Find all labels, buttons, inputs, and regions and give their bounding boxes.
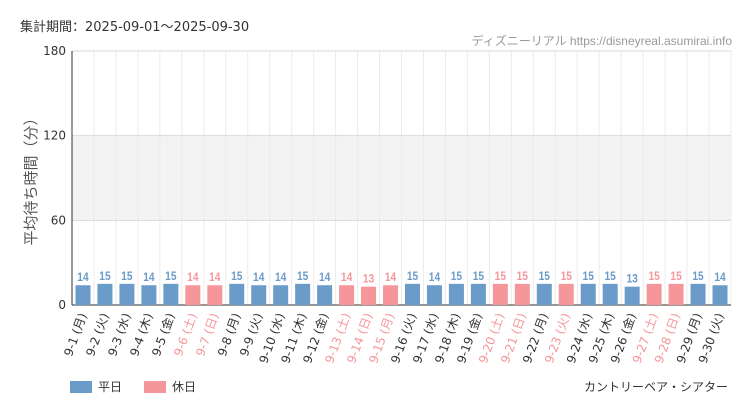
bar-value-label: 14: [429, 272, 441, 285]
bar-value-label: 15: [648, 270, 659, 283]
y-tick-label: 60: [51, 213, 66, 227]
bar-value-label: 15: [692, 270, 703, 283]
bar-value-label: 14: [77, 272, 89, 285]
bar-value-label: 15: [165, 270, 176, 283]
bar-value-label: 14: [319, 272, 331, 285]
bar: [339, 285, 355, 305]
bar: [514, 283, 530, 305]
bar: [646, 283, 662, 305]
attraction-name: カントリーベア・シアター: [583, 380, 728, 394]
bar: [383, 285, 399, 305]
bar-value-label: 13: [363, 273, 374, 286]
bar-value-label: 15: [670, 270, 681, 283]
bar-value-label: 15: [297, 270, 308, 283]
bar: [229, 283, 245, 305]
bar: [75, 285, 91, 305]
bar-value-label: 14: [714, 272, 726, 285]
legend: 平日 休日: [70, 378, 218, 395]
bar: [295, 283, 311, 305]
bar-value-label: 15: [583, 270, 594, 283]
bar-value-label: 15: [99, 270, 110, 283]
bar-value-label: 14: [209, 272, 221, 285]
bar: [426, 285, 442, 305]
bar: [536, 283, 552, 305]
period-label: 集計期間：2025-09-01～2025-09-30: [20, 20, 250, 35]
bar: [97, 283, 113, 305]
bar: [251, 285, 267, 305]
bar-value-label: 14: [385, 272, 397, 285]
bar-value-label: 15: [231, 270, 242, 283]
bar-value-label: 15: [495, 270, 506, 283]
bar: [448, 283, 464, 305]
bar-value-label: 15: [407, 270, 418, 283]
legend-swatch-weekday: [70, 380, 92, 393]
bar-value-label: 14: [143, 272, 155, 285]
legend-swatch-holiday: [144, 380, 167, 393]
bar-value-label: 15: [605, 270, 616, 283]
bar-value-label: 14: [341, 272, 353, 285]
y-axis-label: 平均待ち時間（分）: [22, 110, 40, 245]
bar: [207, 285, 223, 305]
bar: [690, 283, 706, 305]
bar: [273, 285, 289, 305]
bar-value-label: 15: [121, 270, 132, 283]
bar: [580, 283, 596, 305]
y-tick-label: 120: [43, 129, 66, 143]
legend-label-weekday: 平日: [98, 380, 123, 394]
bar-value-label: 15: [451, 270, 462, 283]
bar: [163, 283, 179, 305]
bar: [119, 283, 135, 305]
bar: [602, 283, 618, 305]
source-label: ディズニーリアル https://disneyreal.asumirai.inf…: [471, 34, 732, 48]
bar-value-label: 13: [626, 273, 637, 286]
bar: [558, 283, 574, 305]
y-tick-label: 0: [58, 298, 66, 312]
legend-item-weekday: 平日: [70, 378, 122, 395]
bar: [361, 286, 377, 305]
bar: [624, 286, 640, 305]
bar-value-label: 14: [187, 272, 199, 285]
bar-value-label: 14: [253, 272, 265, 285]
bar-value-label: 15: [473, 270, 484, 283]
bar: [712, 285, 728, 305]
bar: [141, 285, 157, 305]
bar: [492, 283, 508, 305]
bar-value-label: 15: [561, 270, 572, 283]
legend-item-holiday: 休日: [144, 378, 196, 395]
bar: [185, 285, 201, 305]
bar-value-label: 14: [275, 272, 287, 285]
bar-value-label: 15: [517, 270, 528, 283]
legend-label-holiday: 休日: [172, 380, 197, 394]
bar: [470, 283, 486, 305]
bar-value-label: 15: [539, 270, 550, 283]
bar: [317, 285, 333, 305]
y-tick-label: 180: [43, 44, 66, 58]
bar: [404, 283, 420, 305]
bar: [668, 283, 684, 305]
